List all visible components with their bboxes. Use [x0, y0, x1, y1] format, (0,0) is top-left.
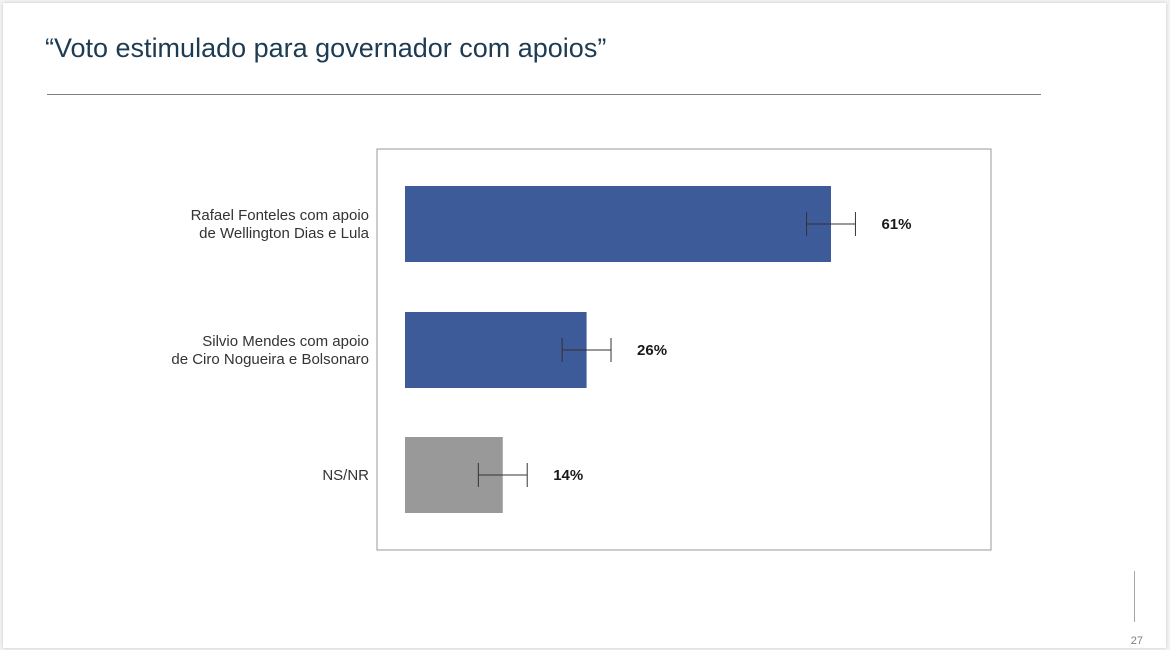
- title-divider: [47, 94, 1041, 95]
- category-label-1-line-2: de Wellington Dias e Lula: [199, 225, 369, 242]
- chart-frame: [376, 148, 992, 551]
- slide-title: “Voto estimulado para governador com apo…: [45, 33, 607, 63]
- data-label-3: 14%: [553, 467, 583, 484]
- page-number: 27: [1130, 635, 1143, 647]
- data-label-1: 61%: [881, 216, 911, 233]
- bar-1: [405, 186, 831, 262]
- category-label-1-line-1: Rafael Fonteles com apoio: [191, 207, 369, 224]
- category-label-2-line-1: Silvio Mendes com apoio: [202, 333, 369, 350]
- bar-2: [405, 312, 587, 388]
- page-number-divider: [1134, 571, 1135, 622]
- category-label-2-line-2: de Ciro Nogueira e Bolsonaro: [171, 351, 369, 368]
- category-label-3-line-1: NS/NR: [322, 467, 369, 484]
- data-label-2: 26%: [637, 342, 667, 359]
